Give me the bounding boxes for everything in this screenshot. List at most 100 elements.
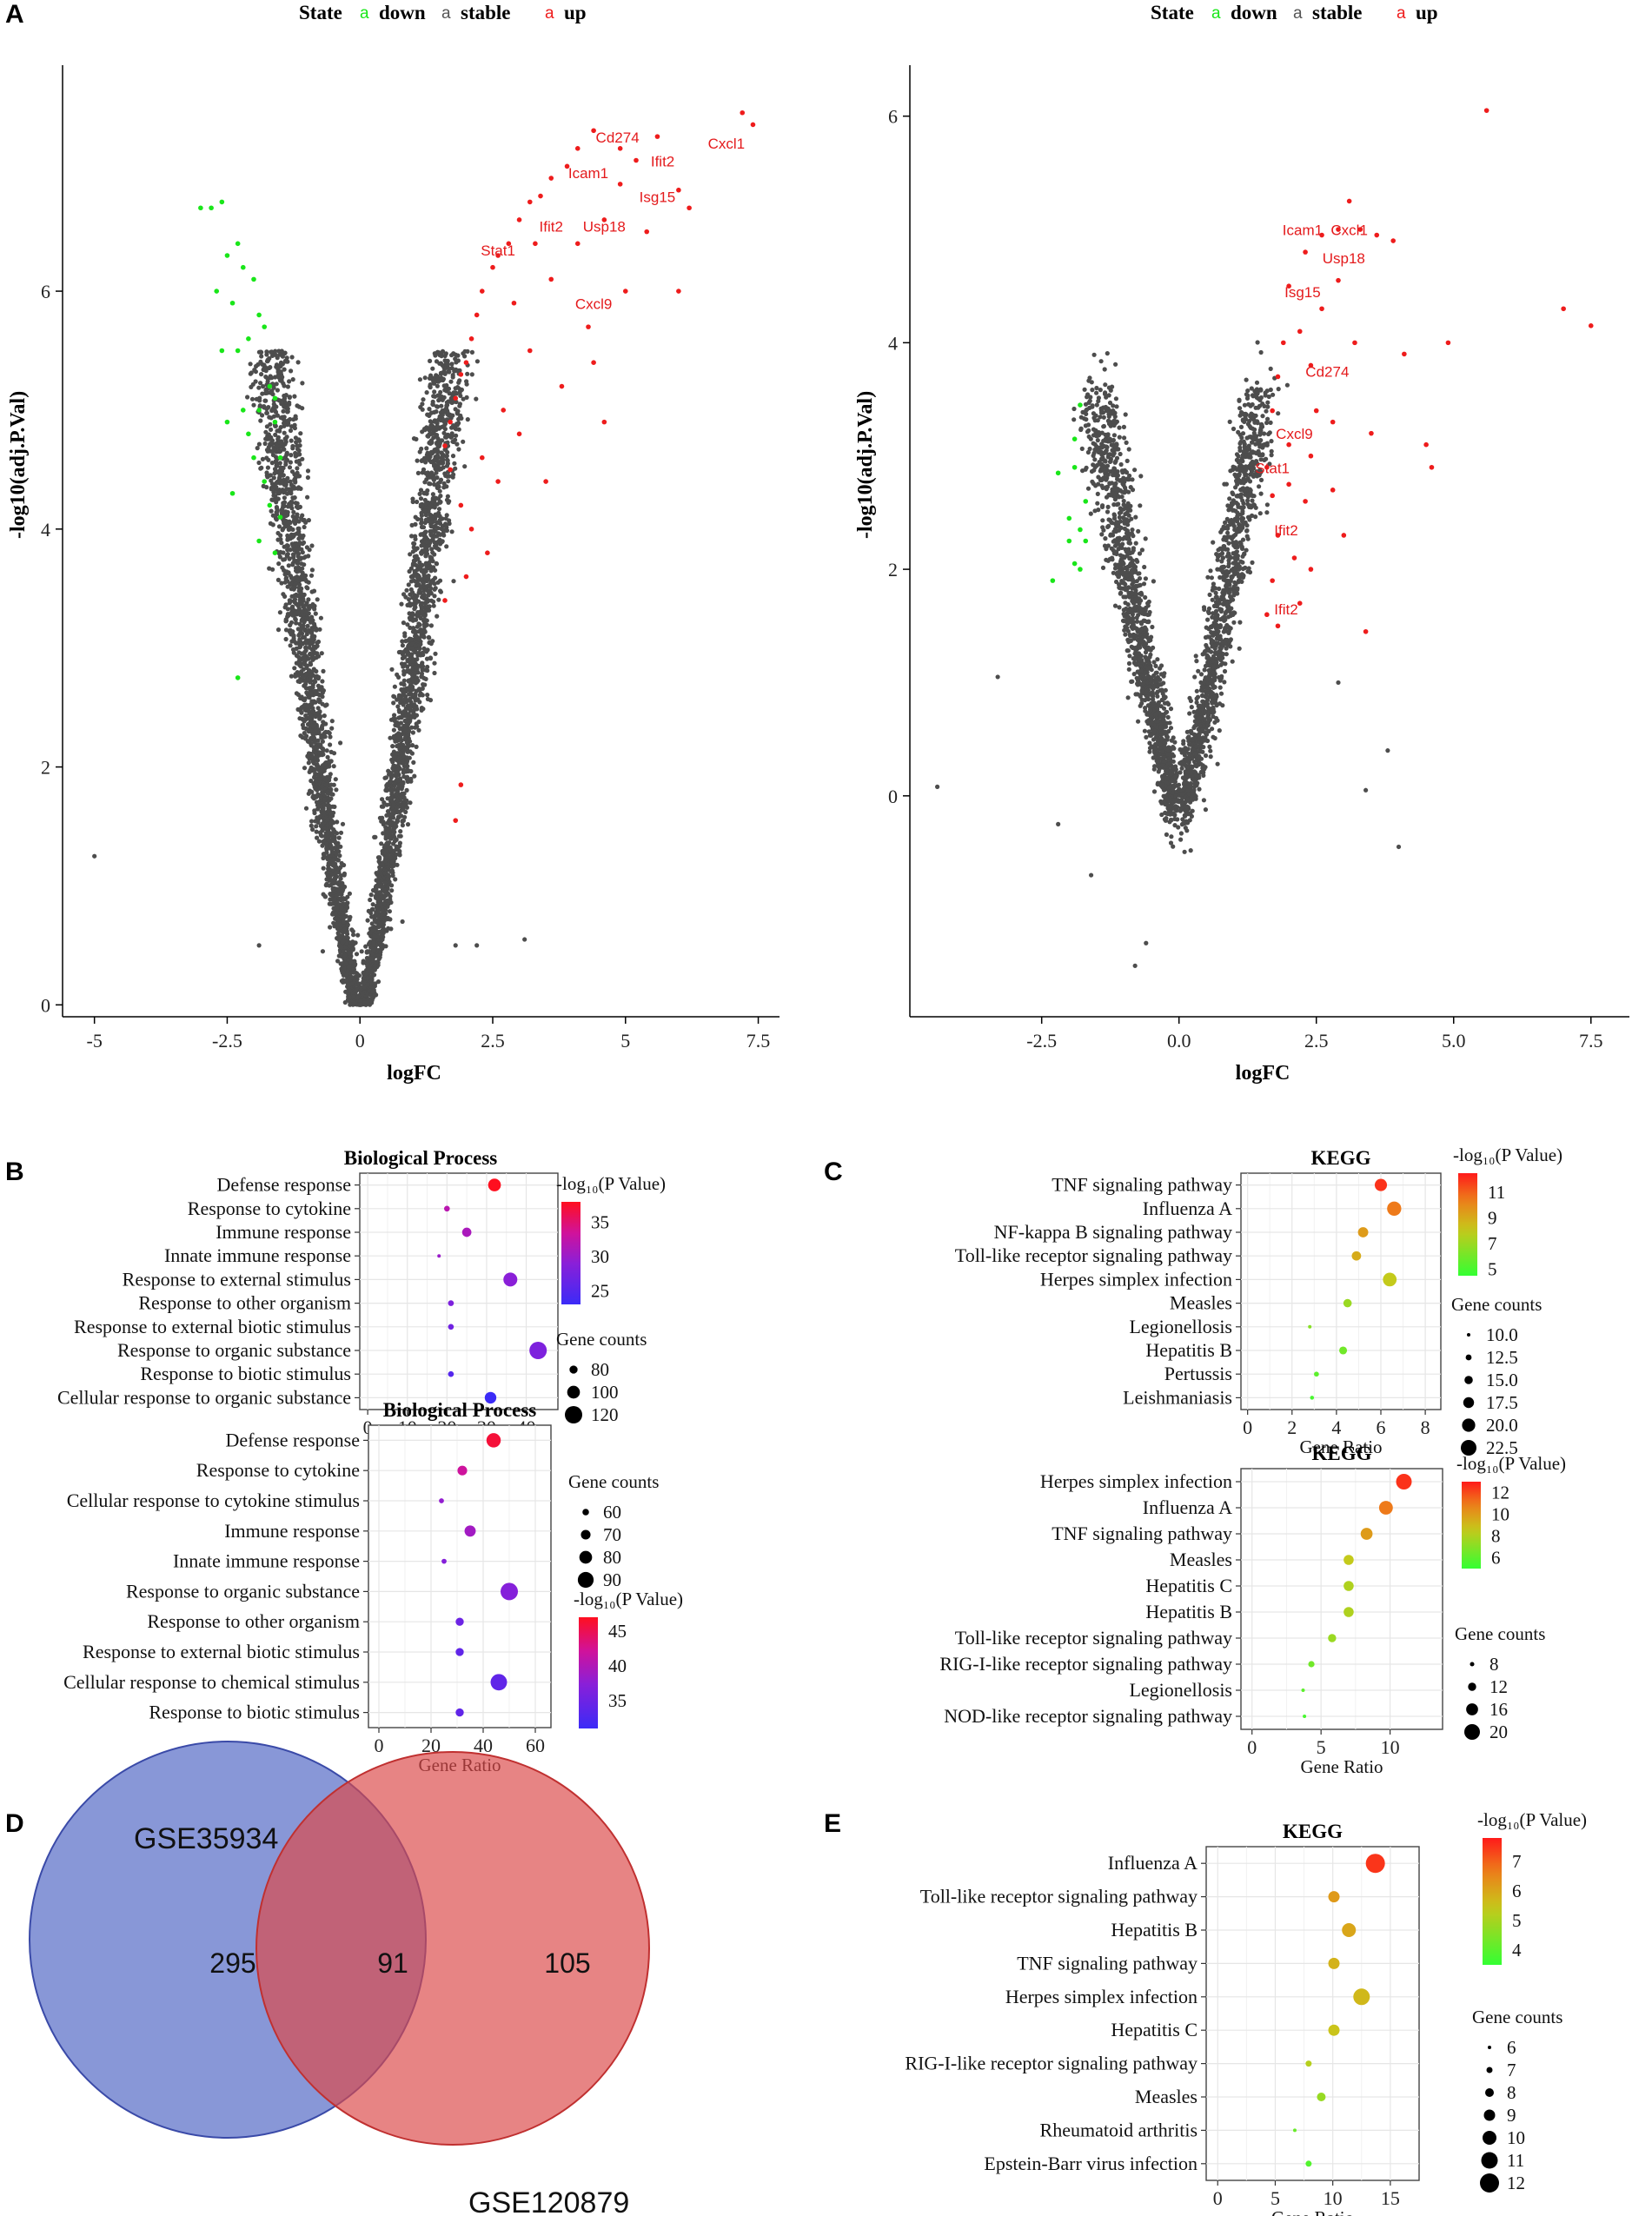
down-point — [235, 675, 241, 680]
stable-point — [389, 883, 395, 888]
stable-point — [258, 466, 263, 471]
stable-point — [411, 541, 416, 547]
stable-point — [318, 794, 323, 799]
y-tick-label: 4 — [41, 519, 50, 541]
stable-point — [439, 467, 444, 472]
stable-point — [432, 409, 437, 415]
stable-point — [289, 438, 294, 443]
stable-point — [308, 675, 313, 680]
stable-point — [1168, 707, 1174, 712]
stable-point — [292, 593, 297, 599]
stable-point — [1113, 362, 1118, 367]
stable-point — [337, 853, 342, 859]
stable-point — [329, 726, 335, 731]
stable-point — [1231, 426, 1237, 432]
stable-point — [454, 358, 459, 363]
y-tick-label: 6 — [888, 106, 898, 128]
stable-point — [421, 467, 427, 473]
stable-point — [391, 833, 396, 838]
stable-point — [393, 856, 398, 861]
stable-point — [292, 477, 297, 482]
x-axis-title: logFC — [387, 1062, 441, 1085]
stable-point — [419, 458, 424, 464]
stable-point — [461, 439, 466, 444]
y-tick-label: 0 — [888, 786, 898, 807]
stable-point — [385, 830, 390, 835]
stable-point — [284, 480, 289, 485]
stable-point — [417, 449, 422, 454]
stable-point — [288, 581, 293, 587]
stable-point — [330, 838, 335, 844]
stable-point — [317, 716, 322, 721]
stable-point — [401, 709, 407, 714]
down-point — [209, 205, 214, 211]
stable-point — [415, 458, 420, 463]
stable-point — [292, 666, 297, 671]
stable-point — [281, 408, 286, 414]
stable-point — [282, 383, 287, 388]
stable-point — [271, 489, 276, 495]
stable-point — [436, 507, 442, 512]
y-tick-label: 2 — [888, 559, 898, 581]
stable-point — [324, 790, 330, 795]
volcano-left-legend: State a down a stable a up — [299, 2, 587, 23]
stable-point — [338, 876, 343, 881]
stable-point — [388, 795, 394, 800]
stable-point — [379, 804, 384, 809]
stable-point — [265, 465, 270, 470]
up-point — [448, 419, 453, 425]
stable-point — [320, 679, 325, 684]
stable-point — [359, 949, 364, 954]
stable-point — [453, 943, 458, 948]
stable-point — [436, 417, 441, 422]
up-point — [548, 176, 554, 181]
stable-point — [395, 697, 400, 702]
stable-point — [295, 514, 300, 520]
stable-point — [305, 586, 310, 591]
stable-point — [1082, 387, 1087, 392]
up-point — [527, 199, 533, 205]
stable-point — [405, 622, 410, 627]
stable-point — [331, 820, 336, 826]
stable-point — [430, 401, 435, 407]
stable-point — [400, 655, 405, 661]
stable-point — [375, 959, 380, 965]
stable-point — [435, 475, 440, 481]
stable-point — [92, 853, 97, 859]
stable-point — [1101, 527, 1106, 533]
stable-point — [338, 740, 343, 746]
stable-point — [409, 676, 415, 681]
stable-point — [451, 390, 456, 395]
stable-point — [303, 686, 309, 691]
stable-point — [370, 902, 375, 907]
x-tick-label: 0.0 — [1167, 1030, 1191, 1052]
stable-point — [295, 707, 301, 713]
stable-point — [400, 819, 405, 824]
stable-point — [409, 522, 415, 528]
stable-point — [428, 519, 433, 525]
stable-point — [328, 901, 334, 906]
stable-point — [256, 460, 262, 466]
stable-point — [417, 700, 422, 705]
stable-point — [417, 491, 422, 497]
stable-point — [427, 375, 433, 381]
stable-point — [314, 824, 319, 829]
stable-point — [305, 474, 310, 481]
stable-point — [428, 623, 434, 628]
stable-point — [410, 499, 415, 505]
stable-point — [298, 664, 303, 669]
stable-point — [324, 748, 329, 753]
stable-point — [365, 1000, 370, 1005]
stable-point — [440, 540, 445, 545]
stable-point — [383, 893, 388, 899]
stable-point — [310, 826, 315, 833]
stable-point — [428, 472, 434, 477]
stable-point — [378, 902, 383, 907]
up-point — [543, 479, 548, 484]
legend-label-down: down — [379, 2, 426, 23]
stable-point — [402, 634, 408, 639]
stable-point — [315, 755, 320, 760]
gene-label: Stat1 — [481, 242, 515, 259]
stable-point — [308, 651, 313, 657]
stable-point — [249, 396, 255, 401]
